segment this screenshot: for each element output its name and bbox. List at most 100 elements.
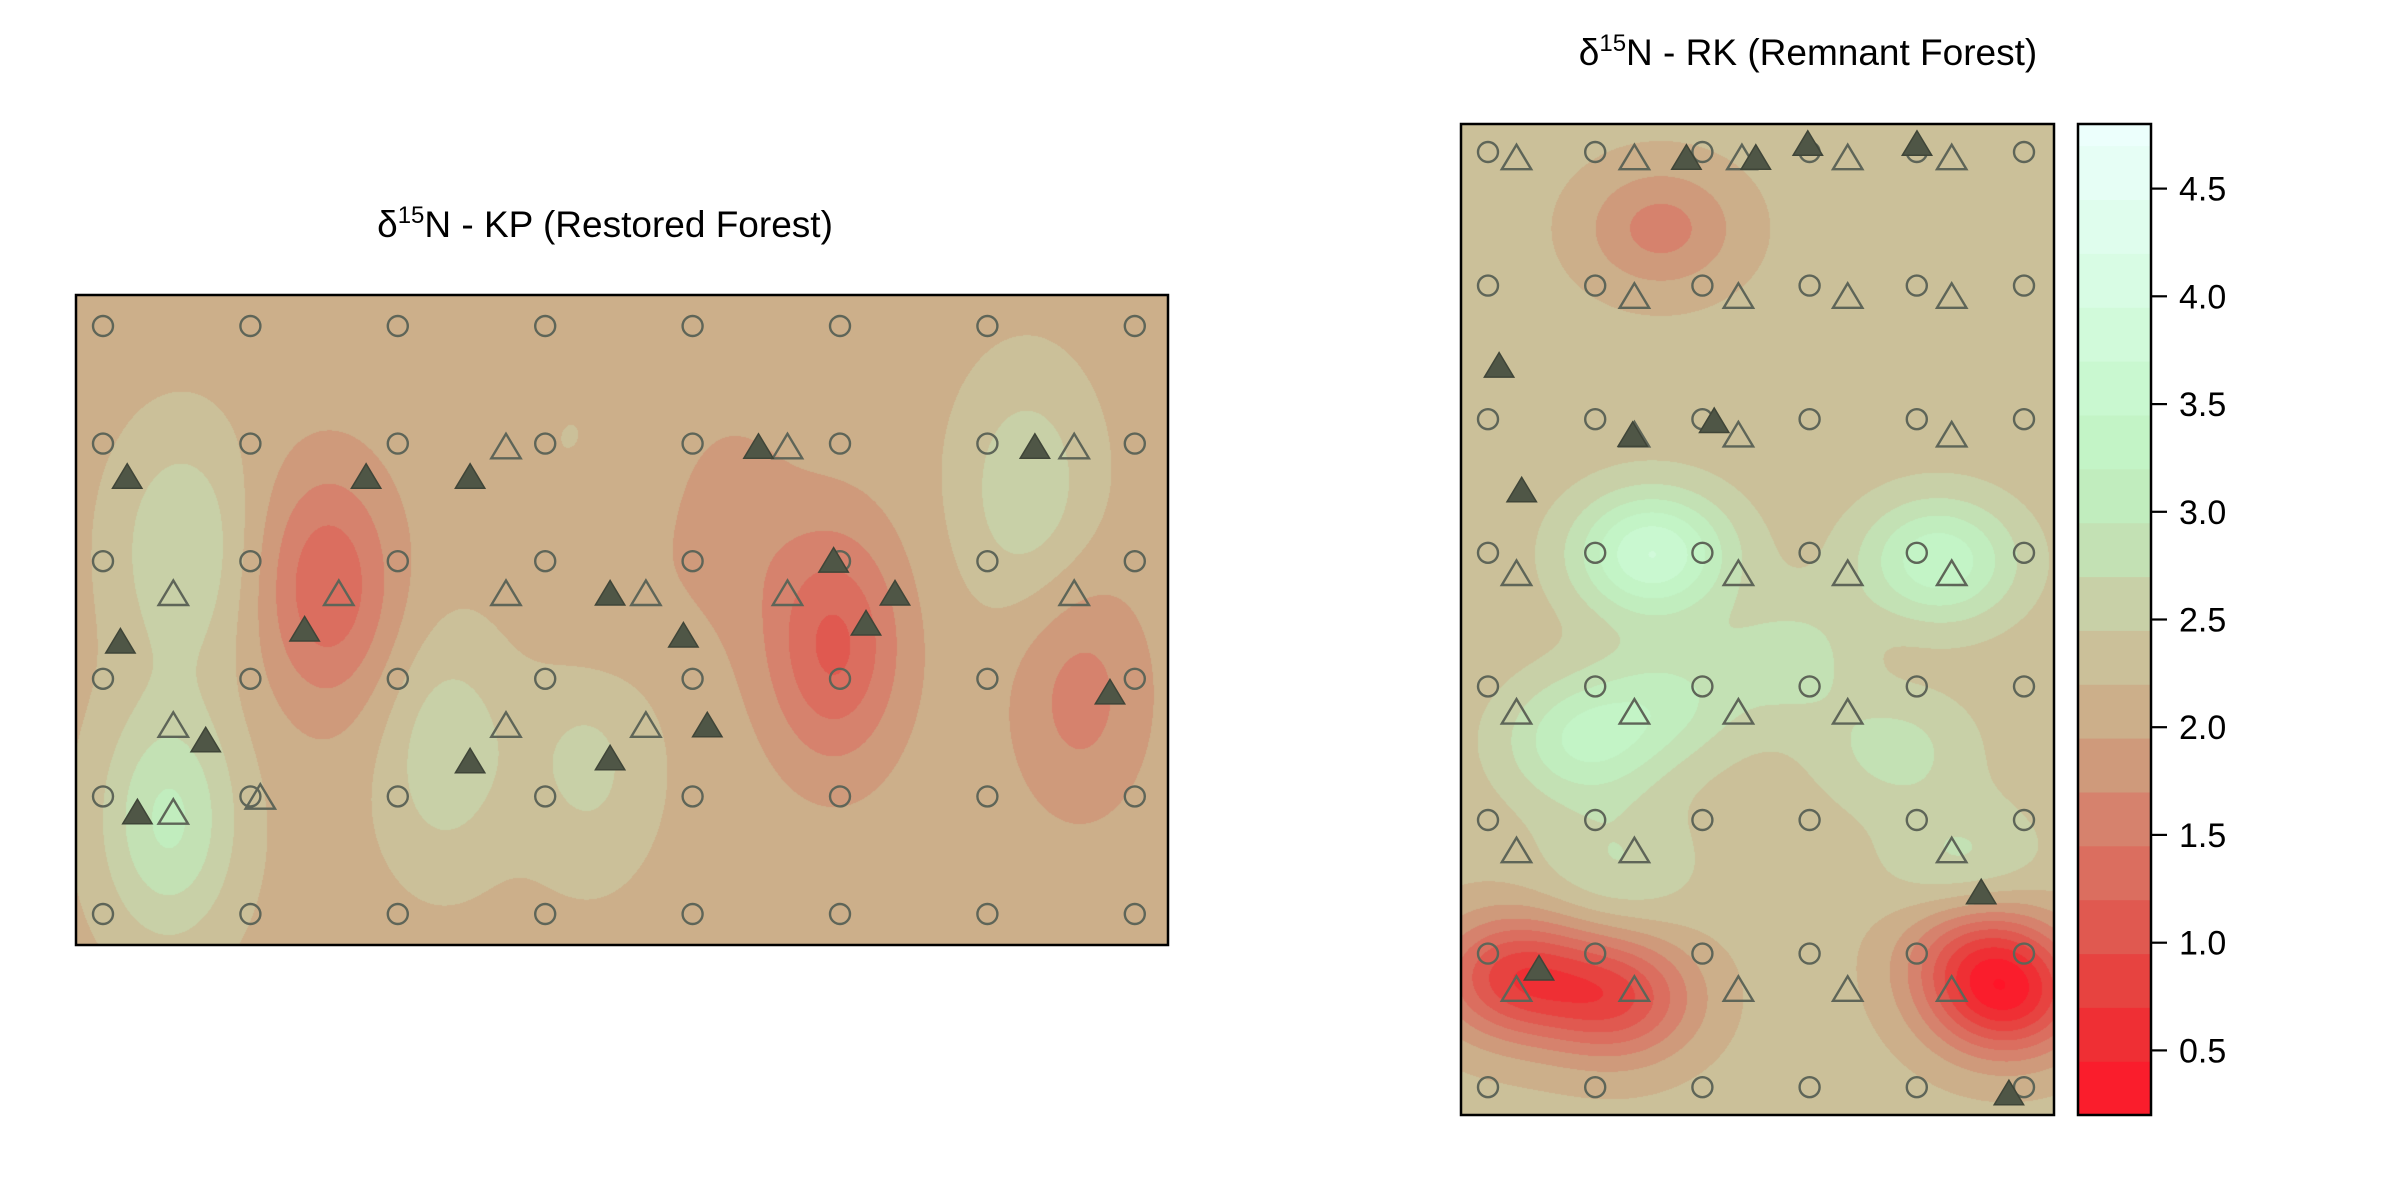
kp-sample-circle [681,432,704,455]
kp-sample-circle [386,550,409,573]
rk-sample-circle [1583,675,1607,698]
kp-title-text: N - KP (Restored Forest) [424,204,832,245]
kp-sample-circle [1123,902,1147,926]
kp-open-triangle [770,431,805,460]
rk-open-triangle [1830,696,1865,725]
colorbar-tick-label: 4.0 [2179,278,2226,316]
kp-plot-border [74,293,1170,947]
colorbar-ticks: 0.5 1.0 1.5 2.0 2.5 3.0 3.5 4.0 4.5 [2151,171,2226,1070]
kp-open-triangle [1057,578,1092,607]
kp-sample-circle [386,432,409,455]
rk-open-triangle [1499,696,1534,725]
colorbar-band [2078,253,2151,308]
rk-open-triangle [1830,280,1865,309]
kp-filled-triangle [1018,432,1051,460]
colorbar-band [2078,414,2151,470]
colorbar-band [2078,791,2151,847]
kp-sample-circle [386,314,409,338]
kp-filled-triangle [111,462,144,489]
rk-filled-triangle [1739,143,1772,170]
rk-sample-circle [2012,274,2036,297]
rk-sample-circle [1798,274,1821,297]
kp-open-triangle [489,709,523,738]
rk-open-triangle [1499,835,1534,864]
kp-filled-triangle [849,609,883,636]
rk-sample-circle [1905,408,1929,431]
rk-sample-circle [2012,942,2036,965]
rk-sample-circle [1691,274,1714,297]
rk-sample-circle [1583,1075,1607,1099]
colorbar-band [2078,307,2151,362]
rk-open-triangle [1934,558,1969,587]
kp-sample-circle [976,902,999,926]
rk-filled-triangle [1900,129,1934,157]
kp-filled-triangle [817,546,850,573]
rk-open-triangle [1617,835,1652,864]
colorbar-band [2078,145,2151,200]
kp-sample-circle [1123,667,1147,690]
rk-sample-circle [1691,675,1714,698]
kp-filled-triangle [594,743,627,771]
rk-plot-border [1459,122,2056,1117]
kp-sample-circle [976,667,999,690]
colorbar-tick-label: 2.5 [2179,602,2226,640]
rk-sample-circle [1476,274,1500,297]
rk-filled-triangle [1791,129,1824,157]
kp-sample-circle [534,432,557,455]
colorbar-band [2078,522,2151,578]
colorbar-band [2078,1007,2151,1062]
rk-sample-circle [1476,1075,1500,1099]
kp-sample-circle [239,432,262,455]
rk-sample-circle [2012,1075,2036,1099]
kp-filled-triangle [288,615,321,642]
rk-sample-circle [1798,1075,1821,1099]
rk-filled-triangle [1698,406,1731,434]
kp-sample-circle [239,314,262,338]
rk-sample-circle [1583,140,1607,164]
colorbar-bands [2078,124,2151,1116]
rk-sample-circle [1798,808,1821,832]
rk-sample-circle [1691,942,1714,965]
rk-filled-triangle [1616,420,1649,448]
colorbar-tick-label: 3.5 [2179,386,2226,424]
colorbar-band [2078,684,2151,739]
kp-sample-circle [91,314,115,338]
kp-filled-triangle [594,579,627,606]
rk-sample-circle [1583,408,1607,431]
rk-sample-circle [1905,274,1929,297]
kp-sample-circle [681,550,704,573]
kp-sample-circle [239,550,262,573]
rk-sample-circle [1691,1075,1714,1099]
rk-open-triangle [1499,142,1534,171]
colorbar-band [2078,738,2151,793]
rk-sample-circle [1905,675,1929,698]
rk-sample-circle [1476,541,1500,564]
kp-open-triangle [1057,431,1092,460]
kp-sample-circle [386,785,409,808]
rk-open-triangle [1499,558,1534,587]
kp-filled-triangle [104,627,137,654]
rk-chart-title: δ15N - RK (Remnant Forest) [1579,30,2038,73]
rk-title-text: N - RK (Remnant Forest) [1626,32,2037,73]
kp-sample-circle [681,785,704,808]
rk-open-triangle [1499,973,1534,1002]
kp-sample-circle [1123,785,1147,808]
kp-open-triangle [629,709,663,738]
colorbar-band [2078,576,2151,631]
kp-sample-circle [828,785,852,808]
kp-sample-circle [1123,314,1147,338]
rk-filled-triangle [1505,475,1538,503]
rk-sample-circle [2012,675,2036,698]
kp-sample-circle [91,432,115,455]
kp-sample-circle [681,902,704,926]
rk-sample-circle [1583,541,1607,564]
rk-sample-circle [1798,675,1821,698]
rk-open-triangle [1721,558,1756,587]
rk-open-triangle [1617,696,1652,725]
kp-heatmap-surface [76,295,1168,945]
kp-sample-circle [534,550,557,573]
kp-open-triangle [156,796,191,825]
rk-sample-circle [1691,541,1714,564]
colorbar-band [2078,1061,2151,1116]
